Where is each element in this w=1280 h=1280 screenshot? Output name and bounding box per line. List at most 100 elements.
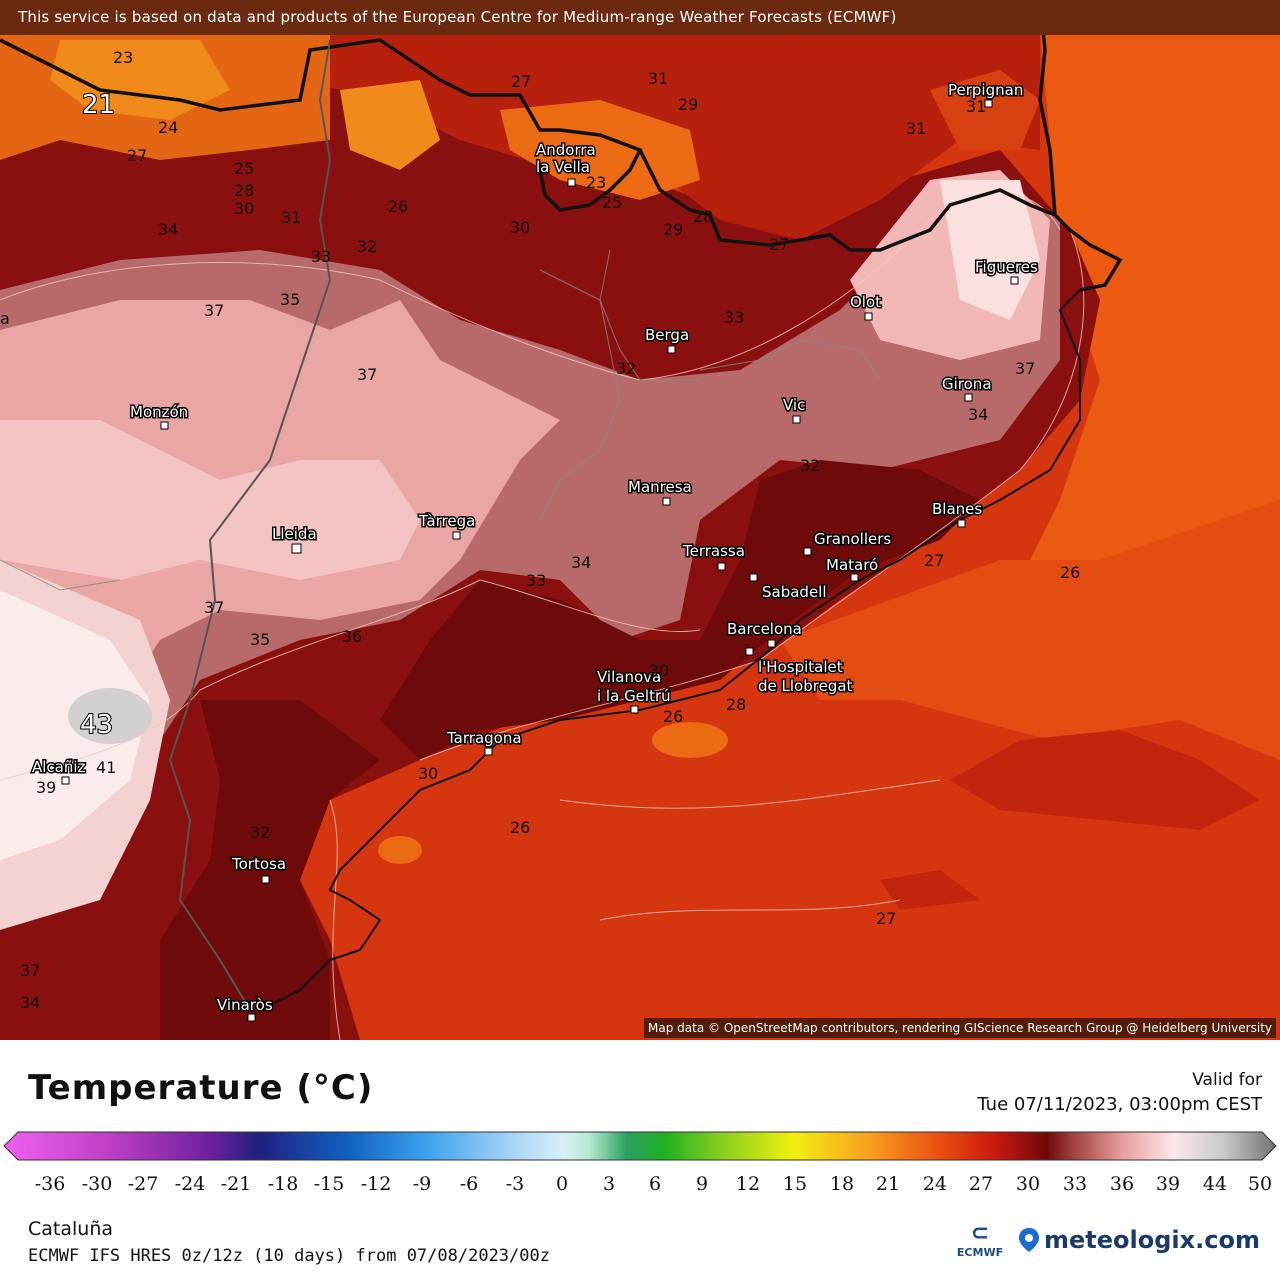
contour-label: 30 <box>649 661 669 680</box>
city-perpignan[interactable]: Perpignan <box>947 80 1025 101</box>
temperature-map[interactable]: Perpignan Andorra la Vella Figueres Olot… <box>0 0 1280 1040</box>
city-vilanova-2[interactable]: i la Geltrú <box>596 686 673 707</box>
meteologix-pin-icon <box>1019 1228 1039 1252</box>
legend-title: Temperature (°C) <box>28 1068 374 1108</box>
model-run-info: ECMWF IFS HRES 0z/12z (10 days) from 07/… <box>28 1246 550 1266</box>
tick-label: 39 <box>1155 1173 1181 1195</box>
contour-label: 43 <box>80 710 113 740</box>
region-name: Cataluña <box>28 1218 114 1240</box>
contour-label: 35 <box>280 290 300 309</box>
contour-label: 36 <box>342 627 362 646</box>
tick-label: -18 <box>267 1173 299 1195</box>
contour-label: 33 <box>311 247 331 266</box>
contour-label: 37 <box>204 301 224 320</box>
city-tortosa[interactable]: Tortosa <box>230 854 288 875</box>
ecmwf-credit-banner: This service is based on data and produc… <box>0 0 1280 35</box>
city-terrassa[interactable]: Terrassa <box>681 541 747 562</box>
tick-label: 21 <box>875 1173 901 1195</box>
city-tarragona[interactable]: Tarragona <box>445 728 524 749</box>
contour-label: 39 <box>36 778 56 797</box>
ecmwf-logo[interactable]: ⊂ ECMWF <box>948 1222 1012 1272</box>
city-manresa[interactable]: Manresa <box>627 477 694 498</box>
tick-label: 6 <box>648 1173 662 1195</box>
tick-label: -30 <box>81 1173 113 1195</box>
contour-label: 33 <box>724 308 744 327</box>
city-hospitalet[interactable]: l'Hospitalet <box>757 657 845 678</box>
city-andorra-2[interactable]: la Vella <box>535 157 592 178</box>
city-hospitalet-2[interactable]: de Llobregat <box>757 676 855 697</box>
contour-label: 31 <box>648 69 668 88</box>
contour-label: 26 <box>663 707 683 726</box>
city-andorra[interactable]: Andorra <box>535 140 598 161</box>
city-monzon[interactable]: Monzón <box>129 402 190 423</box>
contour-label: 23 <box>113 48 133 67</box>
contour-label: 27 <box>511 72 531 91</box>
contour-label: 37 <box>20 961 40 980</box>
contour-label: 34 <box>158 220 178 239</box>
city-lleida[interactable]: Lleida <box>271 524 319 545</box>
tick-label: -3 <box>505 1173 525 1195</box>
city-sabadell[interactable]: Sabadell <box>761 582 829 603</box>
temperature-colorbar <box>3 1131 1277 1161</box>
city-tarrega[interactable]: Tàrrega <box>417 511 477 532</box>
contour-label: 27 <box>769 235 789 254</box>
contour-label: 31 <box>281 208 301 227</box>
city-berga[interactable]: Berga <box>644 325 691 346</box>
tick-label: 18 <box>829 1173 855 1195</box>
contour-labels: 23 21 24 27 25 28 30 34 31 33 32 26 27 3… <box>0 48 1080 1012</box>
contour-label: 33 <box>526 571 546 590</box>
contour-label: 30 <box>510 218 530 237</box>
contour-label: 26 <box>388 197 408 216</box>
tick-label: 33 <box>1062 1173 1088 1195</box>
city-vinaros[interactable]: Vinaròs <box>216 995 275 1016</box>
contour-label: 27 <box>924 551 944 570</box>
city-blanes[interactable]: Blanes <box>931 499 984 520</box>
colorbar-ticks: -36 -30 -27 -24 -21 -18 -15 -12 -9 -6 -3… <box>0 1173 1280 1199</box>
tick-label: 30 <box>1015 1173 1041 1195</box>
city-granollers[interactable]: Granollers <box>813 529 893 550</box>
contour-label: 37 <box>357 365 377 384</box>
tick-label: 27 <box>968 1173 994 1195</box>
city-figueres[interactable]: Figueres <box>974 257 1040 278</box>
meteologix-logo[interactable]: meteologix.com <box>1018 1226 1260 1254</box>
contour-label: 34 <box>20 993 40 1012</box>
map-canvas: Perpignan Andorra la Vella Figueres Olot… <box>0 0 1280 1040</box>
contour-label: 23 <box>586 173 606 192</box>
contour-label: 24 <box>158 118 178 137</box>
city-barcelona[interactable]: Barcelona <box>726 619 804 640</box>
tick-label: -15 <box>313 1173 345 1195</box>
contour-label: 27 <box>876 909 896 928</box>
city-markers: Perpignan Andorra la Vella Figueres Olot… <box>31 80 1040 1022</box>
contour-label: 30 <box>418 764 438 783</box>
contour-label: 37 <box>204 598 224 617</box>
city-olot[interactable]: Olot <box>849 292 883 313</box>
contour-label: 29 <box>663 220 683 239</box>
tick-label: 44 <box>1202 1173 1228 1195</box>
city-vilanova[interactable]: Vilanova <box>596 667 663 688</box>
city-mataro[interactable]: Mataró <box>825 555 880 576</box>
contour-label: 32 <box>357 237 377 256</box>
valid-for-label: Valid for <box>1192 1070 1262 1090</box>
tick-label: -27 <box>127 1173 159 1195</box>
contour-label: 30 <box>234 199 254 218</box>
city-girona[interactable]: Girona <box>941 374 994 395</box>
contour-label: 25 <box>602 193 622 212</box>
tick-label: -9 <box>412 1173 432 1195</box>
tick-label: -36 <box>34 1173 66 1195</box>
map-attribution[interactable]: Map data © OpenStreetMap contributors, r… <box>644 1018 1276 1038</box>
city-alcaniz[interactable]: Alcañiz <box>31 757 88 778</box>
ecmwf-mark-icon: ⊂ <box>970 1221 990 1246</box>
contour-label: 21 <box>82 90 115 120</box>
tick-label: 0 <box>555 1173 569 1195</box>
tick-label: -21 <box>220 1173 252 1195</box>
contour-label: 26 <box>510 818 530 837</box>
tick-label: -6 <box>459 1173 479 1195</box>
tick-label: -12 <box>360 1173 392 1195</box>
tick-label: 50 <box>1247 1173 1273 1195</box>
ecmwf-logo-text: ECMWF <box>956 1246 1004 1259</box>
contour-label: 29 <box>678 95 698 114</box>
contour-label: 34 <box>571 553 591 572</box>
city-vic[interactable]: Vic <box>782 395 807 416</box>
meteologix-brand-text: meteologix.com <box>1044 1226 1260 1254</box>
contour-label: 32 <box>800 456 820 475</box>
